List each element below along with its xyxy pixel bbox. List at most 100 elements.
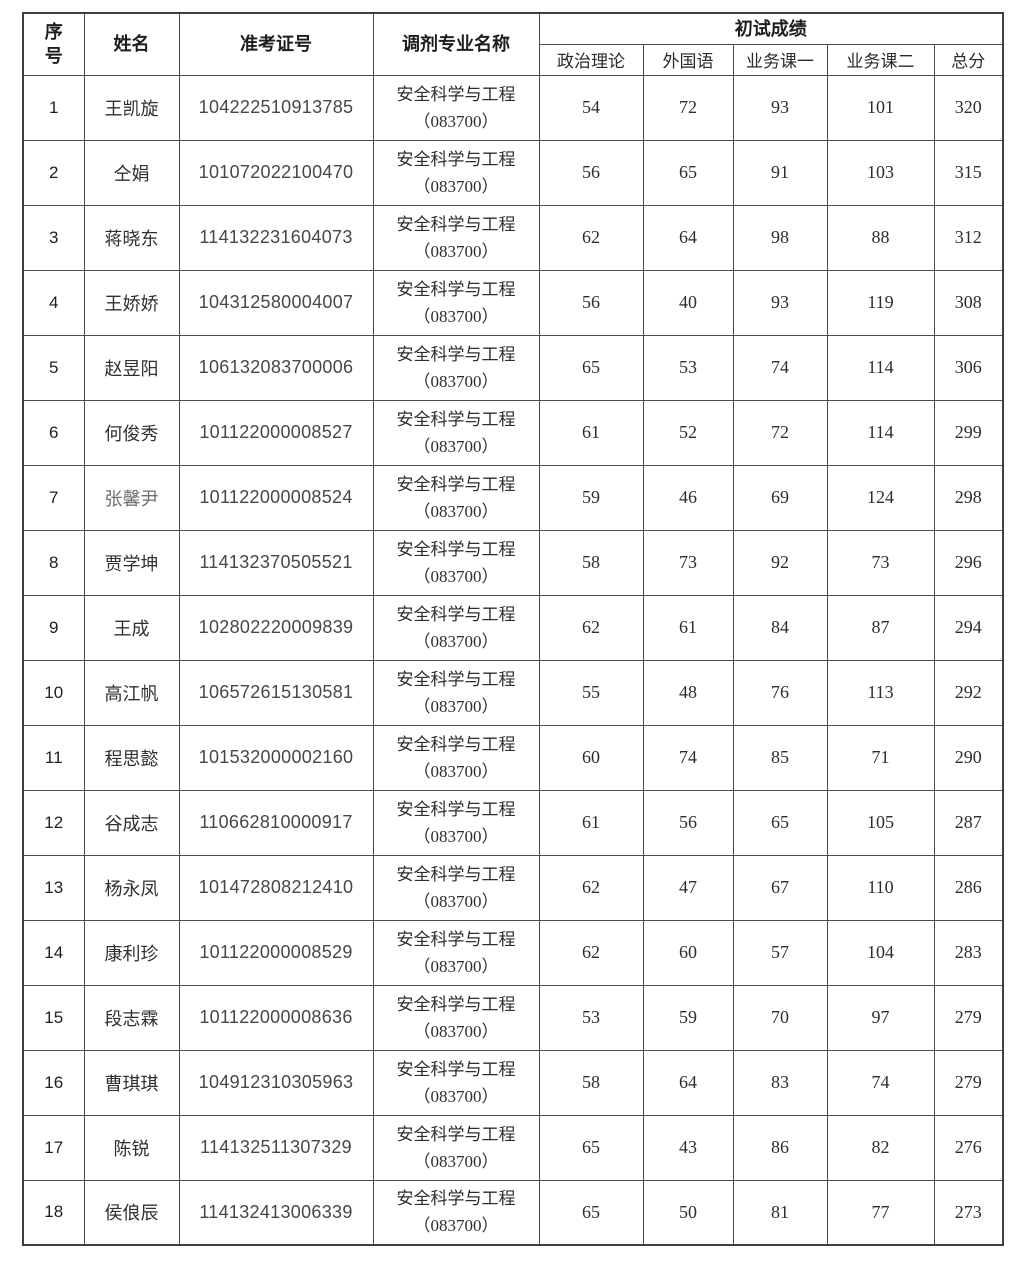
major-code: （083700） [413, 696, 499, 716]
cell-ticket: 106132083700006 [178, 334, 374, 401]
cell-foreign-language: 50 [642, 1179, 734, 1246]
header-ticket: 准考证号 [178, 12, 374, 76]
cell-ticket: 101122000008529 [178, 919, 374, 986]
major-code: （083700） [413, 306, 499, 326]
cell-index: 2 [22, 139, 85, 206]
cell-index: 4 [22, 269, 85, 336]
cell-foreign-language: 60 [642, 919, 734, 986]
table-row: 17 陈锐 114132511307329 安全科学与工程 （083700） 65… [22, 1114, 1004, 1181]
cell-ticket: 102802220009839 [178, 594, 374, 661]
header-politics: 政治理论 [538, 43, 644, 76]
cell-ticket: 101472808212410 [178, 854, 374, 921]
major-name: 安全科学与工程 [396, 734, 516, 754]
cell-major: 安全科学与工程 （083700） [372, 984, 540, 1051]
cell-name: 王娇娇 [83, 269, 180, 336]
major-code: （083700） [413, 371, 499, 391]
table-body: 1 王凯旋 104222510913785 安全科学与工程 （083700） 54… [22, 74, 1004, 1246]
cell-politics: 54 [538, 74, 644, 141]
cell-politics: 62 [538, 204, 644, 271]
cell-major: 安全科学与工程 （083700） [372, 854, 540, 921]
cell-index: 5 [22, 334, 85, 401]
cell-major: 安全科学与工程 （083700） [372, 74, 540, 141]
cell-politics: 53 [538, 984, 644, 1051]
major-name: 安全科学与工程 [396, 994, 516, 1014]
cell-name: 王成 [83, 594, 180, 661]
cell-course-one: 84 [732, 594, 828, 661]
cell-name: 高江帆 [83, 659, 180, 726]
major-code: （083700） [413, 826, 499, 846]
header-total: 总分 [933, 43, 1004, 76]
major-code: （083700） [413, 1216, 499, 1236]
table-row: 18 侯俍辰 114132413006339 安全科学与工程 （083700） 6… [22, 1179, 1004, 1246]
cell-index: 11 [22, 724, 85, 791]
table-row: 7 张馨尹 101122000008524 安全科学与工程 （083700） 59… [22, 464, 1004, 531]
cell-course-two: 87 [826, 594, 935, 661]
table-row: 13 杨永凤 101472808212410 安全科学与工程 （083700） 6… [22, 854, 1004, 921]
cell-major: 安全科学与工程 （083700） [372, 464, 540, 531]
cell-name: 赵昱阳 [83, 334, 180, 401]
major-code: （083700） [413, 501, 499, 521]
major-name: 安全科学与工程 [396, 84, 516, 104]
cell-ticket: 114132413006339 [178, 1179, 374, 1246]
cell-name: 仝娟 [83, 139, 180, 206]
cell-course-one: 67 [732, 854, 828, 921]
cell-course-two: 97 [826, 984, 935, 1051]
cell-total: 292 [933, 659, 1004, 726]
cell-ticket: 104912310305963 [178, 1049, 374, 1116]
cell-foreign-language: 53 [642, 334, 734, 401]
cell-ticket: 101122000008524 [178, 464, 374, 531]
cell-foreign-language: 61 [642, 594, 734, 661]
cell-course-two: 88 [826, 204, 935, 271]
cell-major: 安全科学与工程 （083700） [372, 1049, 540, 1116]
major-name: 安全科学与工程 [396, 474, 516, 494]
cell-major: 安全科学与工程 （083700） [372, 334, 540, 401]
cell-course-two: 113 [826, 659, 935, 726]
cell-course-one: 93 [732, 74, 828, 141]
cell-politics: 65 [538, 1179, 644, 1246]
major-name: 安全科学与工程 [396, 539, 516, 559]
table-row: 11 程思懿 101532000002160 安全科学与工程 （083700） 6… [22, 724, 1004, 791]
table-header: 序号 姓名 准考证号 调剂专业名称 初试成绩 政治理论 外国语 业务课一 业务课… [22, 12, 1004, 76]
cell-course-two: 103 [826, 139, 935, 206]
cell-politics: 62 [538, 854, 644, 921]
cell-foreign-language: 56 [642, 789, 734, 856]
table-row: 9 王成 102802220009839 安全科学与工程 （083700） 62 … [22, 594, 1004, 661]
cell-course-two: 77 [826, 1179, 935, 1246]
cell-course-two: 114 [826, 399, 935, 466]
cell-total: 287 [933, 789, 1004, 856]
cell-politics: 55 [538, 659, 644, 726]
cell-total: 296 [933, 529, 1004, 596]
cell-index: 13 [22, 854, 85, 921]
cell-course-one: 86 [732, 1114, 828, 1181]
table-row: 16 曹琪琪 104912310305963 安全科学与工程 （083700） 5… [22, 1049, 1004, 1116]
cell-major: 安全科学与工程 （083700） [372, 724, 540, 791]
table-row: 5 赵昱阳 106132083700006 安全科学与工程 （083700） 65… [22, 334, 1004, 401]
major-code: （083700） [413, 1021, 499, 1041]
table-row: 10 高江帆 106572615130581 安全科学与工程 （083700） 5… [22, 659, 1004, 726]
header-foreign-language: 外国语 [642, 43, 734, 76]
cell-foreign-language: 48 [642, 659, 734, 726]
table-row: 1 王凯旋 104222510913785 安全科学与工程 （083700） 54… [22, 74, 1004, 141]
cell-course-two: 73 [826, 529, 935, 596]
cell-course-one: 83 [732, 1049, 828, 1116]
cell-index: 14 [22, 919, 85, 986]
header-name: 姓名 [83, 12, 180, 76]
cell-major: 安全科学与工程 （083700） [372, 529, 540, 596]
cell-foreign-language: 74 [642, 724, 734, 791]
cell-major: 安全科学与工程 （083700） [372, 594, 540, 661]
table-row: 15 段志霖 101122000008636 安全科学与工程 （083700） 5… [22, 984, 1004, 1051]
cell-politics: 62 [538, 919, 644, 986]
cell-course-one: 91 [732, 139, 828, 206]
header-course-one: 业务课一 [732, 43, 828, 76]
major-name: 安全科学与工程 [396, 279, 516, 299]
cell-major: 安全科学与工程 （083700） [372, 1114, 540, 1181]
cell-ticket: 101122000008636 [178, 984, 374, 1051]
header-index: 序号 [22, 12, 85, 76]
cell-name: 杨永凤 [83, 854, 180, 921]
table-row: 6 何俊秀 101122000008527 安全科学与工程 （083700） 61… [22, 399, 1004, 466]
cell-total: 279 [933, 984, 1004, 1051]
major-code: （083700） [413, 631, 499, 651]
table-row: 2 仝娟 101072022100470 安全科学与工程 （083700） 56 … [22, 139, 1004, 206]
cell-politics: 61 [538, 399, 644, 466]
cell-politics: 61 [538, 789, 644, 856]
